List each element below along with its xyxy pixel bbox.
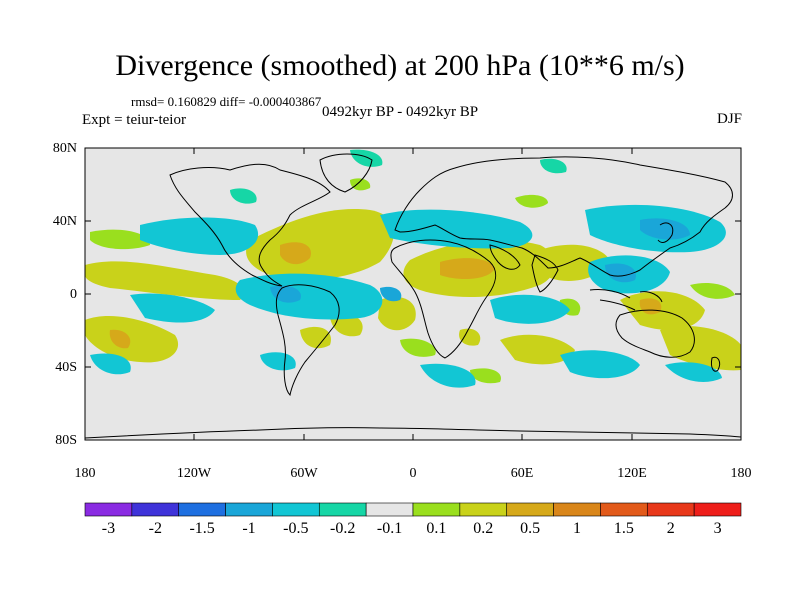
- colorbar-tick-label: 1.5: [613, 520, 634, 537]
- experiment-label: Expt = teiur-teior: [82, 112, 186, 128]
- colorbar-swatch: [646, 502, 695, 517]
- lon-label-180w: 180: [74, 466, 96, 481]
- divergence-patch: [459, 328, 481, 346]
- coastlines: [85, 153, 741, 439]
- convergence-patch: [540, 158, 567, 174]
- lon-label-180e: 180: [730, 466, 752, 481]
- colorbar-tick-label: -0.2: [330, 520, 356, 537]
- colorbar-tick-label: -2: [148, 520, 162, 537]
- divergence-patch: [90, 229, 150, 250]
- lat-label-40s: 40S: [55, 360, 77, 375]
- coastline-eurasia: [394, 156, 733, 277]
- divergence-patch: [109, 329, 131, 349]
- colorbar-tick-label: -1.5: [189, 520, 215, 537]
- lon-label-60w: 60W: [290, 466, 318, 481]
- convergence-patch: [380, 209, 533, 249]
- lat-label-40n: 40N: [52, 214, 77, 229]
- coastline-africa: [390, 239, 497, 359]
- map-title: Divergence (smoothed) at 200 hPa (10**6 …: [115, 49, 685, 82]
- coastline-arabia: [489, 244, 521, 270]
- season-label: DJF: [716, 111, 742, 127]
- colorbar-swatch: [459, 502, 508, 517]
- convergence-patch: [230, 188, 257, 204]
- coastline-north-america: [169, 163, 331, 287]
- colorbar-swatch: [506, 502, 554, 517]
- colorbar-tick-label: 0.5: [520, 520, 541, 537]
- convergence-patch: [605, 263, 636, 283]
- divergence-patch: [280, 242, 311, 265]
- coastline-india: [531, 254, 559, 293]
- coastline-indonesia: [589, 289, 663, 311]
- convergence-patch: [90, 353, 131, 375]
- divergence-patch: [515, 194, 548, 208]
- convergence-patch: [130, 293, 215, 323]
- colorbar: [84, 502, 742, 517]
- colorbar-tick-label: 0.1: [426, 520, 447, 537]
- coastline-south-america: [275, 284, 340, 397]
- colorbar-tick-label: -1: [242, 520, 256, 537]
- colorbar-swatch: [693, 502, 742, 517]
- axis-ticks: [84, 147, 742, 441]
- divergence-patch: [400, 338, 436, 357]
- colorbar-swatch: [365, 502, 414, 517]
- divergence-field: [85, 149, 741, 388]
- colorbar-swatch: [600, 502, 648, 517]
- divergence-patch: [378, 296, 416, 331]
- colorbar-tick-label: -0.5: [283, 520, 309, 537]
- divergence-patch: [85, 315, 179, 363]
- coastline-new-zealand: [711, 356, 721, 372]
- convergence-patch: [640, 218, 690, 240]
- coastline-australia: [615, 309, 695, 358]
- convergence-patch: [270, 285, 301, 303]
- lat-label-80s: 80S: [55, 433, 77, 448]
- divergence-patch: [440, 258, 495, 280]
- colorbar-swatch: [272, 502, 320, 517]
- convergence-patch: [490, 294, 570, 324]
- lon-label-0: 0: [409, 466, 417, 481]
- lon-label-120e: 120E: [617, 466, 647, 481]
- colorbar-swatch: [178, 502, 226, 517]
- colorbar-tick-label: -3: [101, 520, 116, 537]
- coastline-antarctica: [85, 427, 741, 439]
- divergence-patch: [470, 368, 501, 384]
- coastline-japan: [657, 222, 674, 243]
- convergence-patch: [140, 217, 259, 255]
- colorbar-tick-label: 2: [666, 520, 675, 537]
- stats-line: rmsd= 0.160829 diff= -0.000403867: [131, 94, 322, 109]
- colorbar-swatch: [412, 502, 461, 517]
- colorbar-tick-label: 0.2: [473, 520, 494, 537]
- colorbar-tick-label: -0.1: [376, 520, 403, 537]
- lat-label-80n: 80N: [52, 141, 77, 156]
- colorbar-swatch: [131, 502, 180, 517]
- coastline-greenland: [319, 153, 373, 193]
- colorbar-tick-label: 3: [713, 520, 722, 537]
- convergence-patch: [235, 273, 383, 320]
- colorbar-swatch: [84, 502, 133, 517]
- colorbar-swatch: [225, 502, 273, 517]
- divergence-patch: [350, 178, 371, 191]
- convergence-patch: [665, 362, 722, 382]
- convergence-patch: [350, 149, 383, 167]
- convergence-patch: [560, 350, 640, 379]
- lon-label-60e: 60E: [510, 466, 534, 481]
- lon-label-120w: 120W: [176, 466, 212, 481]
- convergence-patch: [420, 363, 476, 388]
- divergence-patch: [500, 334, 575, 365]
- colorbar-swatch: [553, 502, 601, 517]
- period-label: 0492kyr BP - 0492kyr BP: [322, 104, 479, 120]
- divergence-patch: [85, 261, 244, 300]
- colorbar-tick-label: 1: [573, 520, 581, 537]
- convergence-patch: [380, 286, 402, 302]
- colorbar-swatch: [318, 502, 367, 517]
- divergence-patch: [300, 326, 331, 349]
- lat-label-0: 0: [70, 287, 77, 302]
- divergence-patch: [660, 325, 741, 371]
- divergence-patch: [690, 283, 735, 299]
- convergence-patch: [260, 352, 296, 371]
